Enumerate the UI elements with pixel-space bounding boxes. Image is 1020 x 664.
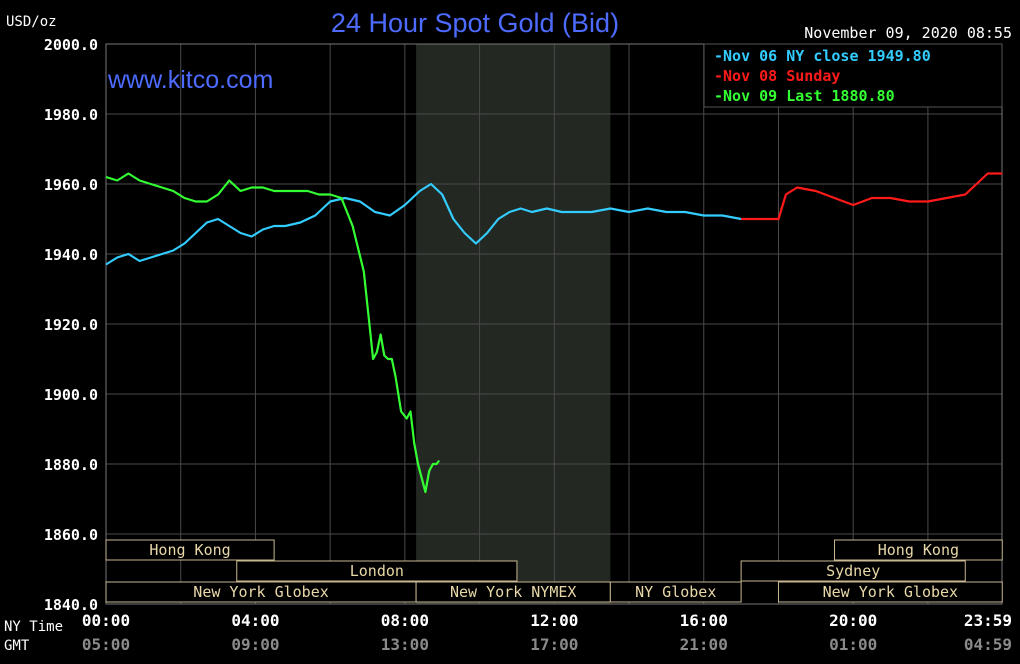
x-tick-gmt: 04:59 [964,635,1012,654]
y-tick-label: 1860.0 [44,526,98,544]
ny-time-label: NY Time [4,619,63,635]
timestamp: November 09, 2020 08:55 [804,24,1012,42]
x-tick-gmt: 13:00 [381,635,429,654]
session-label: New York Globex [823,583,958,601]
x-tick-ny: 00:00 [82,611,130,630]
y-tick-label: 1920.0 [44,316,98,334]
x-tick-gmt: 01:00 [829,635,877,654]
x-tick-ny: 08:00 [381,611,429,630]
y-tick-label: 2000.0 [44,36,98,54]
y-tick-label: 1980.0 [44,106,98,124]
chart-title: 24 Hour Spot Gold (Bid) [331,8,619,38]
x-tick-ny: 20:00 [829,611,877,630]
x-tick-ny: 23:59 [964,611,1012,630]
series-line-0 [105,182,742,266]
y-tick-label: 1840.0 [44,596,98,614]
gmt-label: GMT [4,638,30,654]
legend: -Nov 06 NY close 1949.80 -Nov 08 Sunday … [703,43,1003,108]
plot-frame [105,43,1003,605]
session-box [105,539,275,561]
session-label: New York NYMEX [450,583,576,601]
session-label: Hong Kong [149,541,230,559]
session-label: London [350,562,404,580]
x-tick-ny: 12:00 [530,611,578,630]
legend-box [703,43,1003,108]
session-box [834,539,1003,561]
y-tick-label: 1880.0 [44,456,98,474]
legend-entry-nov08: -Nov 08 Sunday [714,67,840,85]
unit-label: USD/oz [6,14,57,30]
series-line-1 [741,172,1003,221]
session-label: Hong Kong [878,541,959,559]
y-tick-label: 1940.0 [44,246,98,264]
watermark-url: www.kitco.com [107,66,273,94]
y-tick-label: 1900.0 [44,386,98,404]
legend-entry-nov06: -Nov 06 NY close 1949.80 [714,47,931,65]
y-tick-label: 1960.0 [44,176,98,194]
x-tick-gmt: 09:00 [231,635,279,654]
legend-entry-nov09: -Nov 09 Last 1880.80 [714,87,895,105]
session-label: NY Globex [635,583,716,601]
session-label: New York Globex [193,583,328,601]
x-tick-gmt: 21:00 [680,635,728,654]
session-box [609,581,742,603]
session-box [740,560,966,582]
session-label: Sydney [826,562,880,580]
session-box [236,560,518,582]
series-line-2 [105,172,441,494]
x-tick-gmt: 17:00 [530,635,578,654]
x-tick-ny: 04:00 [231,611,279,630]
session-box [777,581,1003,603]
x-tick-ny: 16:00 [680,611,728,630]
x-tick-gmt: 05:00 [82,635,130,654]
